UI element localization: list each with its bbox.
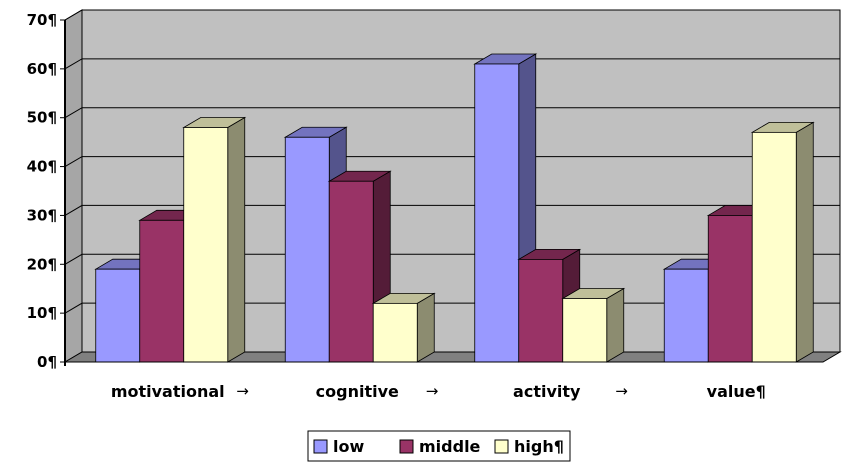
bar-side [795,121,814,363]
bar-high-2 [561,287,626,363]
bar-front [95,268,141,363]
bar-side [416,292,435,363]
category-label: cognitive [316,382,399,401]
bar-front [663,268,709,363]
bar-high-1 [371,292,436,363]
gridline [64,253,840,265]
legend-box [307,430,571,462]
y-tick-label: 10¶ [27,304,57,322]
bar-side [227,116,246,363]
bar-high-3 [750,121,815,363]
y-tick-label: 30¶ [27,206,57,224]
gridline [64,107,840,119]
bar-front [518,258,564,363]
legend: low middle high¶ [307,430,571,462]
bar-high-0 [182,116,247,363]
gridline [64,9,840,21]
legend-swatch [313,439,328,454]
legend-label: low [333,437,364,456]
y-tick-label: 20¶ [27,255,57,273]
x-axis-categories: motivational → cognitive → activity → value¶ [111,382,766,401]
gridline [64,156,840,168]
gridlines [64,9,840,314]
bar-side [606,287,625,363]
side-wall [64,9,83,363]
y-tick-label: 60¶ [27,60,57,78]
y-axis-ticks: 0¶ 10¶ 20¶ 30¶ 40¶ 50¶ 60¶ 70¶ [27,11,823,371]
bar-front [751,131,797,363]
bar-low-2 [473,53,538,363]
bar-front [474,63,520,363]
legend-label: middle [419,437,481,456]
category-separator-arrow: → [615,382,628,400]
legend-swatch [399,439,414,454]
y-tick-label: 50¶ [27,109,57,127]
legend-label: high¶ [514,437,564,456]
legend-swatch [494,439,509,454]
bar-front [284,136,330,363]
bar-front [328,180,374,363]
bar-front [139,219,185,363]
bar-middle-2 [517,248,582,363]
y-tick-label: 40¶ [27,158,57,176]
gridline [64,204,840,216]
category-label: value¶ [707,382,766,401]
category-label: motivational [111,382,225,401]
y-tick-label: 70¶ [27,11,57,29]
category-separator-arrow: → [426,382,439,400]
bar-front [562,298,608,363]
bar-front [372,302,418,363]
category-separator-arrow: → [236,382,249,400]
bar-front [183,127,229,363]
bars [94,53,815,363]
bar-front [707,215,753,363]
y-tick-label: 0¶ [37,353,57,371]
gridline [64,58,840,70]
category-label: activity [513,382,581,401]
